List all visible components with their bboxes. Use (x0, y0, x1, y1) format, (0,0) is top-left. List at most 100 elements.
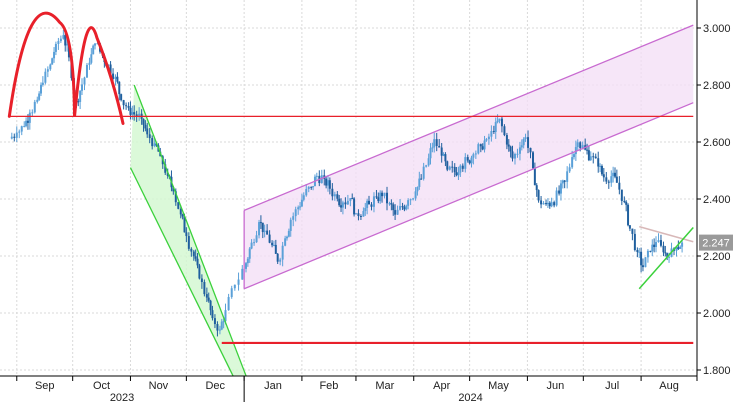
y-axis: 1.800 2.000 2.200 2.400 2.600 2.800 3.000 (697, 23, 731, 377)
candle-body (498, 118, 501, 121)
down-channel-upper-line (133, 84, 247, 376)
candle-body (164, 164, 167, 173)
candle-body (338, 198, 341, 206)
candle-body (133, 112, 136, 115)
candle-body (412, 198, 415, 200)
candle-body (77, 101, 80, 103)
candle-body (388, 203, 391, 205)
candle-body (368, 200, 370, 205)
candle-body (53, 51, 56, 59)
candle-body (444, 154, 447, 162)
year-label: 2024 (458, 392, 482, 403)
candle-body (320, 175, 323, 184)
candle-body (261, 222, 264, 233)
candle-body (414, 191, 417, 199)
candle-body (312, 186, 315, 188)
candle-body (222, 321, 225, 323)
candle-body (216, 324, 219, 331)
candle-body (546, 202, 549, 205)
candle-body (85, 64, 88, 78)
candle-body (592, 156, 595, 158)
candle-body (135, 114, 138, 117)
candle-body (496, 120, 499, 123)
candle-body (548, 202, 551, 207)
candle-body (286, 236, 288, 239)
candle-body (594, 156, 597, 159)
candle-body (246, 258, 249, 264)
candle-body (464, 157, 467, 169)
candle-body (153, 143, 156, 147)
candle-body (25, 120, 28, 127)
candle-body (349, 198, 352, 201)
candle-body (533, 168, 536, 186)
candle-body (205, 294, 208, 298)
candle-body (51, 58, 54, 65)
candle-body (353, 198, 356, 215)
candle-body (453, 166, 456, 173)
candle-body (679, 246, 682, 249)
candle-body (266, 230, 269, 235)
candle-body (492, 131, 495, 133)
wedge-lower-line (638, 227, 694, 290)
candle-body (13, 136, 16, 138)
candle-body (255, 235, 258, 243)
y-tick-label: 2.800 (703, 80, 731, 92)
candle-body (524, 137, 527, 140)
candle-body (245, 263, 247, 269)
candle-body (362, 210, 365, 217)
candle-body (558, 190, 561, 194)
candle-body (62, 35, 65, 39)
candle-body (418, 178, 421, 187)
candle-body (409, 199, 412, 201)
candle-body (518, 147, 521, 154)
candle-body (331, 188, 334, 197)
candle-body (15, 132, 18, 138)
candle-body (377, 197, 380, 202)
candle-body (187, 236, 190, 249)
y-tick-label: 2.000 (703, 308, 731, 320)
candle-body (224, 310, 227, 322)
candle-body (390, 203, 393, 205)
candle-body (196, 258, 199, 266)
candle-body (28, 112, 31, 123)
candle-body (479, 144, 482, 147)
x-tick-label: Dec (205, 380, 225, 392)
candle-body (49, 64, 52, 70)
candle-body (96, 43, 99, 45)
candle-body (148, 134, 151, 139)
candle-body (364, 207, 367, 211)
candle-body (477, 144, 480, 154)
candle-body (455, 172, 458, 176)
candle-body (470, 157, 473, 164)
candle-body (612, 172, 615, 177)
candle-body (94, 43, 97, 46)
candle-body (151, 138, 154, 147)
y-tick-label: 3.000 (703, 23, 731, 35)
double-top-pattern (7, 11, 125, 125)
candle-body (383, 192, 386, 197)
candle-body (627, 204, 630, 226)
candle-body (54, 43, 57, 52)
candle-body (40, 84, 42, 94)
candle-body (555, 190, 558, 206)
candle-body (10, 136, 13, 139)
candle-body (429, 148, 432, 159)
candle-body (483, 140, 486, 150)
candle-body (310, 186, 313, 188)
year-labels: 2023 2024 (110, 376, 483, 403)
candle-body (33, 101, 36, 113)
candle-body (340, 205, 343, 208)
candle-body (351, 198, 354, 200)
candle-body (250, 242, 253, 249)
candle-body (381, 192, 384, 197)
candle-body (641, 265, 644, 268)
candle-body (386, 192, 389, 204)
candle-body (503, 126, 506, 136)
candle-body (435, 139, 438, 146)
candle-body (36, 99, 39, 102)
candle-body (64, 35, 67, 46)
candle-body (505, 135, 508, 145)
candle-body (394, 210, 397, 215)
candle-body (446, 161, 449, 170)
candle-body (466, 157, 469, 161)
